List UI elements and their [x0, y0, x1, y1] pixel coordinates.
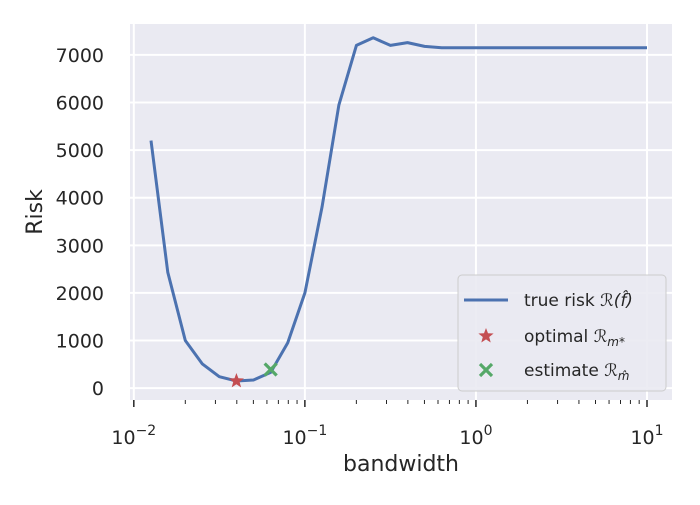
- y-tick-label: 1000: [56, 331, 104, 353]
- risk-curve-line: [149, 36, 647, 383]
- y-tick-label: 7000: [56, 45, 104, 67]
- grid: [130, 24, 672, 400]
- legend-box: [457, 274, 667, 392]
- legend-star-swatch: [478, 328, 494, 343]
- x-axis-label: bandwidth: [343, 452, 459, 477]
- legend-label: estimate ℛm̂: [524, 361, 630, 383]
- y-tick-label: 5000: [56, 140, 104, 162]
- x-tick-label: 101: [630, 423, 663, 449]
- y-tick-label: 3000: [56, 235, 104, 257]
- series: [149, 36, 647, 388]
- x-tick-label: 10−1: [282, 423, 327, 449]
- x-tick-label: 10−2: [111, 423, 156, 449]
- legend: true risk ℛ(f̂) optimal ℛm* estimate ℛm̂: [457, 274, 667, 392]
- legend-x-swatch: [478, 362, 494, 378]
- y-tick-label: 6000: [56, 93, 104, 115]
- y-tick-label: 4000: [56, 188, 104, 210]
- x-tick-label: 100: [459, 423, 492, 449]
- legend-label: optimal ℛm*: [524, 327, 625, 349]
- y-axis-label: Risk: [23, 189, 48, 235]
- legend-label: true risk ℛ(f̂): [524, 290, 633, 311]
- estimate-point-marker: [263, 362, 278, 377]
- ticks: 10−2 10−1 100 101 0 1000 2000 3000 4000 5000 6000 7…: [56, 45, 664, 449]
- y-tick-label: 0: [92, 378, 104, 400]
- optimal-point-marker: [228, 373, 244, 388]
- y-tick-label: 2000: [56, 283, 104, 305]
